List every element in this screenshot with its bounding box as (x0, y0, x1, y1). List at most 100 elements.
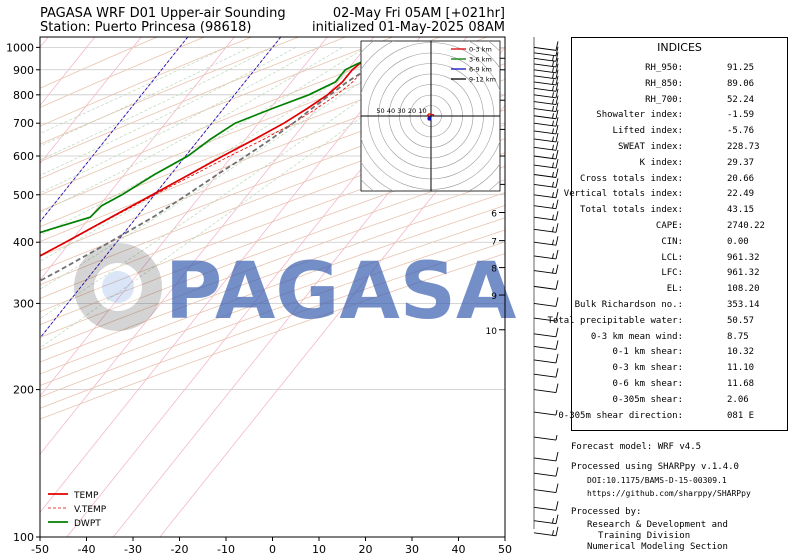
wind-barb-flag (555, 88, 559, 98)
wind-barbs-column (533, 37, 559, 537)
x-tick-label: 50 (498, 543, 512, 556)
hodograph-marker (427, 116, 432, 121)
y-tick-label: 900 (13, 64, 34, 77)
wind-barb (533, 69, 559, 80)
wind-barb (533, 88, 559, 99)
wind-barb-half-flag (552, 98, 554, 105)
wind-barb (533, 95, 559, 106)
wind-barb-staff (533, 94, 557, 99)
indices-panel: INDICES RH_950: 91.25 RH_850: 89.06 RH_700: 5… (548, 37, 788, 431)
isotherm-line (40, 37, 235, 281)
wind-barb-half-flag (552, 268, 554, 274)
wind-barb-flag (555, 178, 559, 188)
index-row: Showalter index: -1.59 (572, 110, 787, 124)
index-value: -5.76 (727, 126, 755, 137)
wind-barb-flag (555, 117, 559, 127)
wind-barb-half-flag (552, 192, 554, 198)
moist-adiabat-line (40, 47, 250, 147)
legend-label: V.TEMP (74, 505, 107, 515)
wind-barb-staff (533, 346, 557, 350)
index-label: Total precipitable water: (547, 315, 683, 326)
index-label: RH_850: (645, 78, 683, 89)
y-tick-label: 700 (13, 117, 34, 130)
index-label: Bulk Richardson no.: (574, 300, 683, 310)
index-value: 8.75 (727, 331, 749, 342)
wind-barb-staff (533, 101, 557, 106)
wind-barb (533, 353, 559, 364)
wind-barb (533, 124, 559, 135)
index-row: Vertical totals index: 22.49 (564, 189, 787, 203)
wind-barb-flag (555, 264, 559, 274)
wind-barb-flag (555, 132, 559, 143)
index-label: 0-3 km shear: (612, 363, 683, 374)
index-label: CIN: (661, 236, 683, 247)
wind-barb-staff (533, 506, 557, 511)
wind-barb-flag (555, 526, 559, 536)
index-value: 91.25 (727, 63, 755, 73)
dry-adiabat-line (40, 37, 441, 196)
index-row: RH_700: 52.24 (572, 95, 787, 109)
wind-barb-half-flag (552, 203, 554, 209)
wind-barb-half-flag (552, 79, 554, 85)
watermark-logo (74, 243, 162, 331)
index-value: 228.73 (727, 142, 760, 152)
isotherm-line (40, 37, 421, 514)
wind-barb-staff (533, 52, 557, 57)
wind-barb-staff (533, 146, 557, 151)
hodograph-legend-label: 3-6 km (469, 56, 492, 64)
y-tick-label: 200 (13, 384, 34, 397)
wind-barb-staff (533, 302, 557, 307)
dry-adiabat-line (40, 37, 346, 163)
x-tick-label: 30 (405, 543, 419, 556)
wind-barb-flag (555, 102, 559, 112)
wind-barb-half-flag (552, 518, 554, 524)
dry-adiabat-line (40, 37, 252, 127)
index-row: CIN: 0.00 (572, 237, 787, 251)
wind-barb-flag (555, 483, 559, 493)
footer-org-2: Training Division (598, 531, 691, 541)
wind-barb-staff (533, 108, 557, 112)
wind-barb (533, 483, 559, 493)
wind-barb-staff (533, 87, 557, 92)
index-row: 0-3 km mean wind: 8.75 (572, 332, 787, 346)
height-label: 7 (491, 238, 497, 248)
wind-barb (533, 434, 558, 441)
index-row: 0-305m shear direction: 081 E (558, 411, 787, 425)
legend-label: DWPT (74, 519, 101, 529)
x-tick-label: -10 (217, 543, 235, 556)
dry-adiabat-line (40, 241, 505, 409)
wind-barb (533, 178, 559, 188)
y-tick-label: 300 (13, 297, 34, 310)
wind-barb-flag (555, 236, 559, 246)
index-value: 2.06 (727, 394, 749, 405)
wind-barb-staff (533, 155, 557, 160)
valid-time-label: 02-May Fri 05AM [+021hr] (332, 6, 505, 21)
wind-barb (533, 52, 559, 62)
hodograph-ring-label: 40 (387, 107, 395, 115)
wind-barb (533, 311, 559, 322)
wind-barb-flag (555, 211, 559, 221)
hodograph-legend-label: 9-12 km (469, 76, 496, 84)
wind-barb-half-flag (552, 530, 554, 536)
index-label: K index: (639, 157, 683, 168)
y-tick-label: 400 (13, 236, 34, 249)
x-tick-label: 10 (312, 543, 326, 556)
wind-barb-staff (533, 164, 557, 169)
x-tick-label: 0 (269, 543, 276, 556)
wind-barb-staff (533, 174, 557, 178)
wind-barb (533, 340, 559, 350)
index-value: 50.57 (727, 315, 755, 326)
wind-barb-half-flag (552, 113, 554, 119)
watermark-text: PAGASA (165, 247, 516, 337)
index-value: 29.37 (727, 157, 755, 168)
wind-barb-flag (555, 57, 559, 68)
index-row: LFC: 961.32 (572, 268, 787, 282)
wind-barb-half-flag (552, 214, 554, 220)
hodograph-legend-label: 6-9 km (469, 66, 492, 74)
wind-barb (533, 57, 559, 68)
index-row: RH_850: 89.06 (572, 79, 787, 93)
wind-barb (533, 451, 559, 462)
footer-doi: DOI:10.1175/BAMS-D-15-00309.1 (587, 476, 727, 485)
